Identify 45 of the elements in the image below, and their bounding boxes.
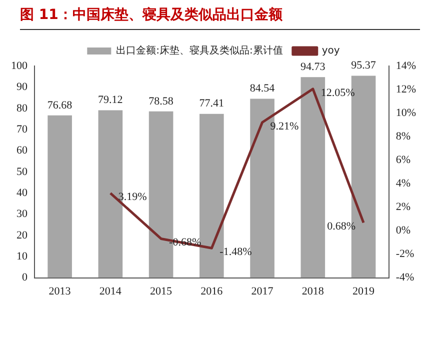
data-label: 76.68 [47,99,73,112]
data-label: 78.58 [148,95,174,108]
y-tick-label: 100 [11,60,28,72]
x-tick-label: 2014 [99,285,122,298]
bar [48,115,72,278]
legend-label: 出口金额:床垫、寝具及类似品:累计值 [116,44,283,57]
y-tick-label: 30 [16,208,28,220]
data-label: 0.68% [327,220,356,233]
data-label: 77.41 [199,98,224,110]
y-tick-label: 20 [16,229,28,242]
y2-tick-label: -2% [396,248,414,260]
data-label: 79.12 [98,94,123,106]
x-tick-label: 2015 [150,285,173,298]
x-tick-label: 2018 [302,285,324,298]
data-label: 3.19% [118,191,147,204]
y-tick-label: 50 [16,166,28,178]
data-label: -0.68% [169,236,202,249]
y-tick-label: 70 [16,123,28,136]
data-label: 84.54 [250,82,276,95]
y2-tick-label: 10% [396,106,416,119]
x-tick-label: 2013 [48,285,72,298]
y-tick-label: 40 [16,186,28,199]
data-label: 95.37 [351,60,376,72]
y2-tick-label: 6% [396,154,411,166]
data-label: -1.48% [220,246,252,258]
x-tick-label: 2016 [200,285,224,298]
data-label: 12.05% [320,86,355,99]
data-label: 9.21% [270,120,299,132]
y2-tick-label: -4% [396,272,414,284]
y-tick-label: 90 [16,81,28,94]
legend-label: yoy [322,46,340,57]
x-tick-label: 2019 [352,285,376,298]
y2-tick-label: 4% [396,178,411,190]
y2-tick-label: 14% [396,60,416,72]
y2-tick-label: 12% [396,83,416,96]
y-tick-label: 0 [22,272,28,284]
y-tick-label: 80 [16,102,28,114]
y-tick-label: 60 [16,144,28,157]
y2-tick-label: 0% [396,224,411,237]
y2-tick-label: 2% [396,201,411,214]
y-tick-label: 10 [16,250,28,263]
y2-tick-label: 8% [396,130,411,142]
x-tick-label: 2017 [251,285,274,298]
data-label: 94.73 [300,61,326,74]
chart-title: 图 11：中国床垫、寝具及类似品出口金额 [20,6,420,30]
